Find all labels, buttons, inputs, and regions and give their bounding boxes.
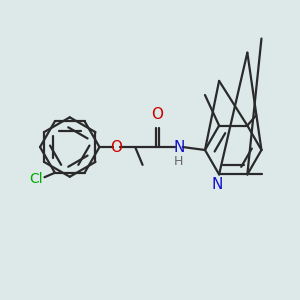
Text: H: H (174, 155, 184, 168)
Text: N: N (173, 140, 184, 154)
Text: O: O (110, 140, 122, 154)
Text: Cl: Cl (29, 172, 43, 186)
Text: O: O (152, 107, 164, 122)
Text: N: N (212, 177, 223, 192)
